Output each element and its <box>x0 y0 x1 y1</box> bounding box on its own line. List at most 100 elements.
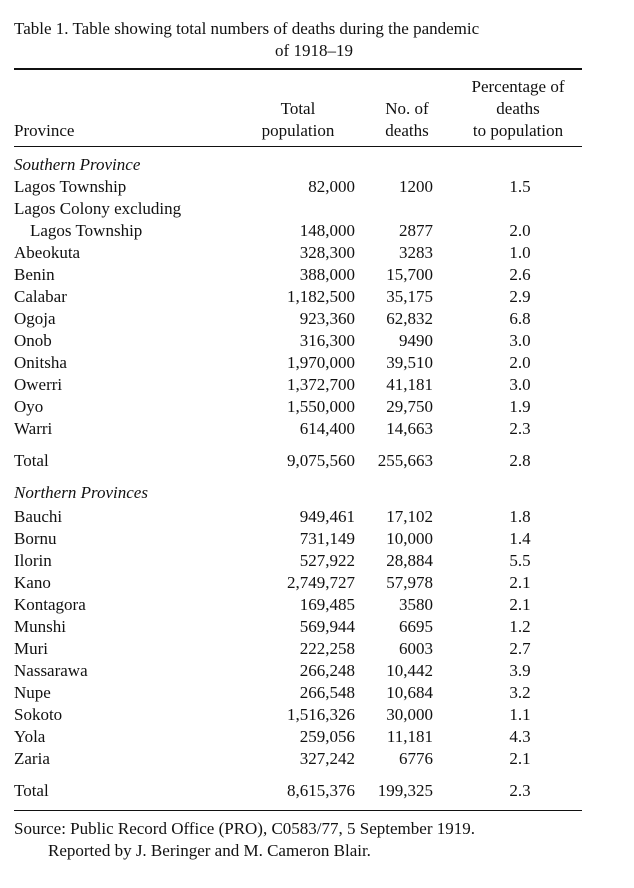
deaths-cell: 6776 <box>399 749 433 768</box>
table-row: Abeokuta 328,300 3283 1.0 <box>0 242 634 264</box>
population-cell: 222,258 <box>299 639 355 658</box>
population-cell: 1,182,500 <box>287 287 355 306</box>
header-percentage-line-3: to population <box>472 121 564 140</box>
percentage-cell: 1.0 <box>509 243 531 262</box>
province-name: Bornu <box>14 529 57 548</box>
header-deaths-line-1: No. of <box>385 99 429 118</box>
deaths-cell: 15,700 <box>386 265 433 284</box>
table-row: Yola 259,056 11,181 4.3 <box>0 726 634 748</box>
deaths-cell: 10,000 <box>386 529 433 548</box>
percentage-cell: 4.3 <box>509 727 531 746</box>
province-name: Nassarawa <box>14 661 88 680</box>
table-row: Owerri 1,372,700 41,181 3.0 <box>0 374 634 396</box>
table-row: Calabar 1,182,500 35,175 2.9 <box>0 286 634 308</box>
population-cell: 266,248 <box>299 661 355 680</box>
population-cell: 266,548 <box>299 683 355 702</box>
province-name: Munshi <box>14 617 66 636</box>
province-name: Total <box>14 781 49 800</box>
province-name: Kontagora <box>14 595 86 614</box>
table-row: Ogoja 923,360 62,832 6.8 <box>0 308 634 330</box>
deaths-cell: 255,663 <box>377 451 433 470</box>
deaths-cell: 62,832 <box>386 309 433 328</box>
province-name: Total <box>14 451 49 470</box>
deaths-cell: 10,684 <box>386 683 433 702</box>
province-name: Lagos Township <box>30 221 143 240</box>
table-row: Bornu 731,149 10,000 1.4 <box>0 528 634 550</box>
header-population-line-1: Total <box>280 99 316 118</box>
header-deaths-line-2: deaths <box>385 121 429 140</box>
province-name: Warri <box>14 419 53 438</box>
deaths-cell: 9490 <box>399 331 433 350</box>
percentage-cell: 2.3 <box>509 781 531 800</box>
total-row: Total 8,615,376 199,325 2.3 <box>0 780 634 802</box>
table-row: Warri 614,400 14,663 2.3 <box>0 418 634 440</box>
province-name: Benin <box>14 265 55 284</box>
table-caption: Table 1. Table showing total numbers of … <box>14 18 614 62</box>
population-cell: 949,461 <box>299 507 355 526</box>
caption-line-1: Table 1. Table showing total numbers of … <box>14 19 480 38</box>
population-cell: 1,970,000 <box>287 353 355 372</box>
percentage-cell: 2.1 <box>509 573 531 592</box>
table-row: Onob 316,300 9490 3.0 <box>0 330 634 352</box>
percentage-cell: 2.9 <box>509 287 531 306</box>
source-line-2: Reported by J. Beringer and M. Cameron B… <box>48 841 371 860</box>
percentage-cell: 2.8 <box>509 451 531 470</box>
population-cell: 259,056 <box>299 727 355 746</box>
population-cell: 1,372,700 <box>287 375 355 394</box>
percentage-cell: 1.8 <box>509 507 531 526</box>
source-line-1: Source: Public Record Office (PRO), C058… <box>14 819 475 838</box>
percentage-cell: 1.2 <box>509 617 531 636</box>
section-name: Northern Provinces <box>14 483 148 502</box>
population-cell: 9,075,560 <box>287 451 355 470</box>
bottom-rule <box>14 810 582 811</box>
section-name: Southern Province <box>14 155 141 174</box>
header-province: Province <box>14 121 75 140</box>
deaths-cell: 57,978 <box>386 573 433 592</box>
percentage-cell: 5.5 <box>509 551 531 570</box>
province-name: Kano <box>14 573 51 592</box>
province-name: Ilorin <box>14 551 52 570</box>
population-cell: 316,300 <box>299 331 355 350</box>
province-name: Sokoto <box>14 705 63 724</box>
deaths-cell: 3580 <box>399 595 433 614</box>
deaths-cell: 39,510 <box>386 353 433 372</box>
percentage-cell: 2.3 <box>509 419 531 438</box>
deaths-cell: 3283 <box>399 243 433 262</box>
deaths-cell: 30,000 <box>386 705 433 724</box>
table-row: Sokoto 1,516,326 30,000 1.1 <box>0 704 634 726</box>
deaths-cell: 2877 <box>399 221 433 240</box>
table-row: Benin 388,000 15,700 2.6 <box>0 264 634 286</box>
province-name: Oyo <box>14 397 44 416</box>
header-rule <box>14 146 582 147</box>
province-name: Owerri <box>14 375 63 394</box>
percentage-cell: 1.5 <box>509 177 531 196</box>
province-name: Zaria <box>14 749 50 768</box>
population-cell: 2,749,727 <box>287 573 355 592</box>
table-row: Nupe 266,548 10,684 3.2 <box>0 682 634 704</box>
percentage-cell: 2.6 <box>509 265 531 284</box>
population-cell: 527,922 <box>299 551 355 570</box>
province-name: Onob <box>14 331 52 350</box>
table-row: Muri 222,258 6003 2.7 <box>0 638 634 660</box>
table-row: Lagos Township 148,000 2877 2.0 <box>0 220 634 242</box>
population-cell: 614,400 <box>299 419 355 438</box>
population-cell: 1,550,000 <box>287 397 355 416</box>
population-cell: 8,615,376 <box>287 781 355 800</box>
percentage-cell: 2.1 <box>509 749 531 768</box>
table-row: Kano 2,749,727 57,978 2.1 <box>0 572 634 594</box>
population-cell: 82,000 <box>308 177 355 196</box>
percentage-cell: 2.0 <box>509 221 531 240</box>
table-row: Lagos Colony excluding <box>0 198 634 220</box>
deaths-cell: 28,884 <box>386 551 433 570</box>
deaths-cell: 6003 <box>399 639 433 658</box>
header-percentage: Percentage of deaths to population <box>454 76 582 142</box>
population-cell: 169,485 <box>299 595 355 614</box>
table-row: Munshi 569,944 6695 1.2 <box>0 616 634 638</box>
header-percentage-line-2: deaths <box>496 99 540 118</box>
province-name: Yola <box>14 727 46 746</box>
header-total-population: Total population <box>236 98 360 142</box>
percentage-cell: 3.9 <box>509 661 531 680</box>
deaths-cell: 199,325 <box>377 781 433 800</box>
percentage-cell: 3.0 <box>509 331 531 350</box>
